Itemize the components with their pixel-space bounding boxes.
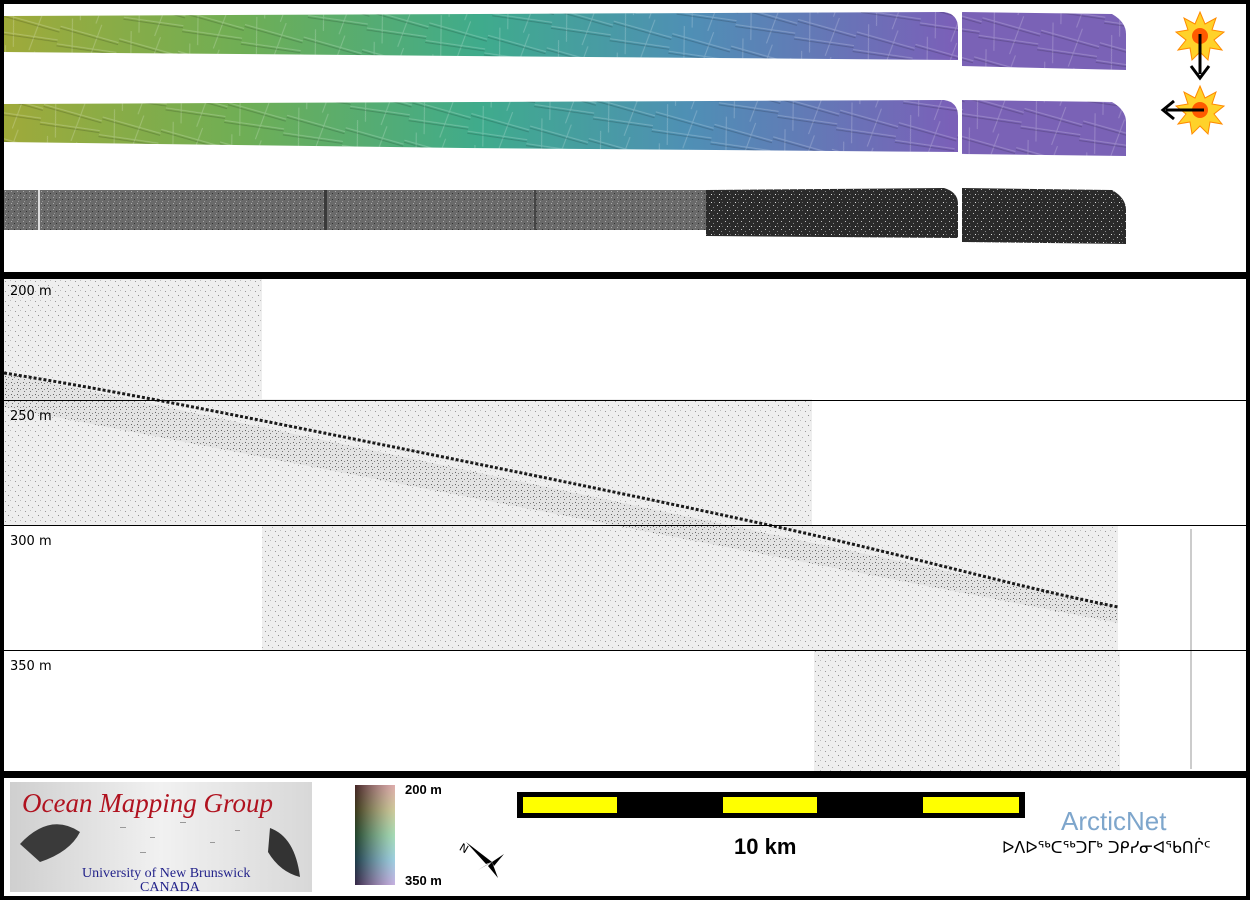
north-arrow-icon: N <box>457 841 504 878</box>
scale-bar <box>517 792 1025 818</box>
partner-logo-text: ArcticNet <box>1061 806 1167 836</box>
org-subtitle-country: CANADA <box>140 880 200 895</box>
depth-label-350: 350 m <box>10 659 52 674</box>
illumination-direction-icons <box>1160 10 1226 136</box>
legend-panel: Ocean Mapping Group University of New Br… <box>4 778 1246 896</box>
arrow-down-icon <box>1189 34 1211 81</box>
water-column-profile: 200 m 250 m 300 m 350 m <box>4 279 1246 771</box>
arrow-left-icon <box>1160 99 1204 121</box>
colorbar-top-label: 200 m <box>405 782 442 797</box>
depth-gridline <box>4 650 1246 651</box>
depth-label-300: 300 m <box>10 534 52 549</box>
profile-image <box>4 279 1192 771</box>
bathymetry-swath-east-illumination <box>4 100 1126 156</box>
swath-panel <box>4 4 1246 272</box>
bathymetry-swath-north-illumination <box>4 12 1126 70</box>
seafloor-echo <box>4 371 1119 609</box>
colorbar-bottom-label: 350 m <box>405 873 442 888</box>
depth-label-250: 250 m <box>10 409 52 424</box>
scale-label: 10 km <box>734 834 797 859</box>
partner-syllabics: ᐅᐱᐅᖅᑕᖅᑐᒥᒃ ᑐᑭᓯᓂᐊᖃᑎᒌᑦ <box>1002 838 1211 857</box>
depth-colorbar <box>355 785 395 885</box>
depth-gridline <box>4 525 1246 526</box>
depth-label-200: 200 m <box>10 284 52 299</box>
north-label: N <box>457 841 471 856</box>
backscatter-swath <box>4 188 1126 244</box>
depth-gridline <box>4 400 1246 401</box>
org-title: Ocean Mapping Group <box>22 788 273 818</box>
org-subtitle-university: University of New Brunswick <box>82 866 251 881</box>
swath-images <box>4 12 1126 244</box>
ocean-mapping-group-logo: Ocean Mapping Group University of New Br… <box>10 782 312 895</box>
